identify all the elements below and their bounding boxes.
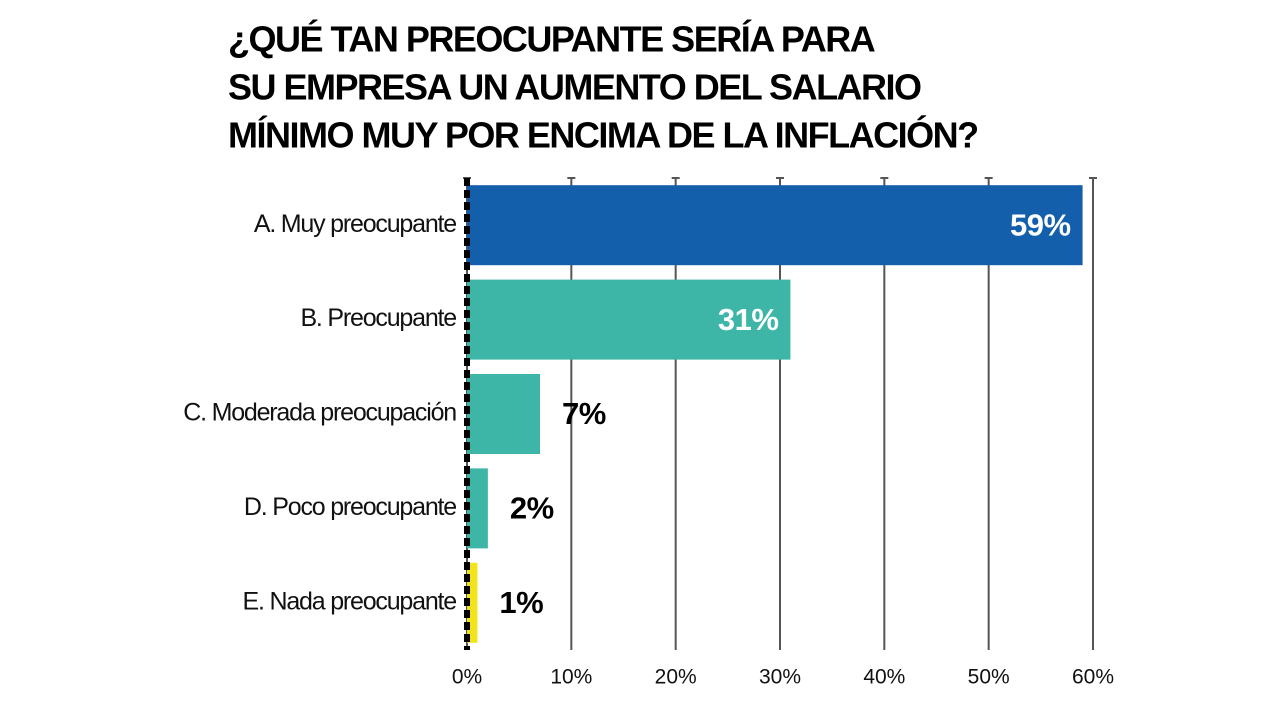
value-label: 59% (1010, 207, 1071, 242)
y-tick-label: B. Preocupante (300, 304, 456, 332)
chart-title: MÍNIMO MUY POR ENCIMA DE LA INFLACIÓN? (228, 114, 978, 156)
bar (467, 562, 478, 643)
chart-title: ¿QUÉ TAN PREOCUPANTE SERÍA PARA (228, 19, 876, 60)
x-tick-label: 50% (968, 666, 1010, 689)
bar (467, 279, 791, 360)
value-label: 7% (562, 396, 606, 431)
x-tick-label: 0% (452, 666, 482, 689)
value-label: 31% (718, 302, 779, 337)
x-tick-label: 20% (655, 666, 697, 689)
x-tick-label: 10% (550, 666, 592, 689)
bar (467, 468, 488, 549)
value-label: 2% (510, 491, 554, 526)
x-tick-label: 30% (759, 666, 801, 689)
y-tick-label: A. Muy preocupante (254, 210, 456, 238)
y-tick-label: C. Moderada preocupación (183, 399, 456, 427)
y-tick-label: E. Nada preocupante (243, 587, 457, 615)
value-label: 1% (499, 585, 543, 620)
y-tick-label: D. Poco preocupante (244, 493, 456, 521)
bar (467, 185, 1083, 266)
x-tick-label: 60% (1072, 666, 1114, 689)
x-tick-label: 40% (863, 666, 905, 689)
bar (467, 374, 541, 454)
chart-title: SU EMPRESA UN AUMENTO DEL SALARIO (228, 67, 921, 108)
